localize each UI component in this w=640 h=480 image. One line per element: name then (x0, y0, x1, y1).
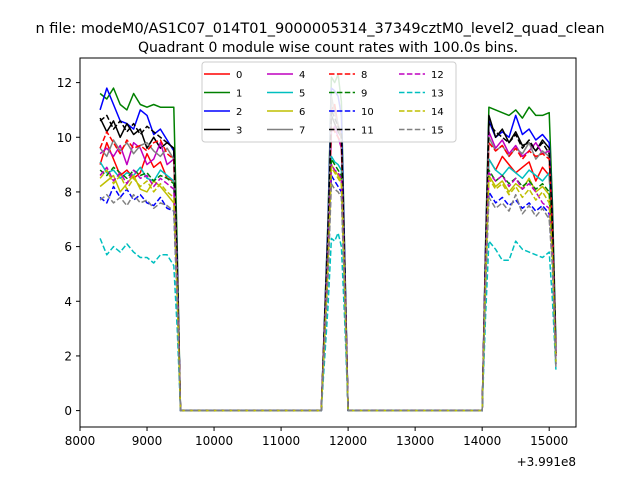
x-tick-label: 12000 (329, 434, 367, 448)
x-offset-label: +3.991e8 (517, 455, 576, 469)
legend-label-6: 6 (299, 107, 305, 118)
x-axis: 8000 9000 10000 11000 12000 13000 14000 15000 (65, 427, 568, 448)
legend-label-4: 4 (299, 70, 305, 81)
legend-label-2: 2 (236, 107, 242, 118)
legend-label-0: 0 (236, 70, 242, 81)
legend-frame (201, 61, 457, 143)
y-tick-label: 10 (57, 131, 72, 145)
legend-label-9: 9 (361, 89, 367, 100)
y-tick-label: 0 (64, 404, 72, 418)
chart-title: Quadrant 0 module wise count rates with … (138, 40, 518, 56)
legend-label-1: 1 (236, 89, 242, 100)
legend-label-12: 12 (431, 70, 444, 81)
legend-label-5: 5 (299, 89, 305, 100)
y-tick-label: 8 (64, 185, 72, 199)
series-line-13 (99, 232, 557, 412)
legend-label-3: 3 (236, 126, 242, 137)
y-tick-label: 12 (57, 76, 72, 90)
series-line-10 (99, 174, 557, 412)
y-tick-label: 2 (64, 349, 72, 363)
figure-suptitle: n file: modeM0/AS1C07_014T01_9000005314_… (35, 21, 604, 37)
series-line-15 (99, 182, 557, 412)
x-tick-label: 10000 (195, 434, 233, 448)
legend-label-11: 11 (361, 126, 374, 137)
series-line-14 (99, 166, 557, 412)
series-line-4 (99, 125, 557, 412)
x-tick-label: 11000 (262, 434, 300, 448)
plot-frame (79, 57, 577, 428)
x-tick-label: 14000 (463, 434, 501, 448)
y-tick-label: 4 (64, 295, 72, 309)
legend-label-14: 14 (431, 107, 444, 118)
y-tick-label: 6 (64, 240, 72, 254)
x-tick-label: 8000 (65, 434, 96, 448)
series-line-12 (99, 163, 557, 412)
legend-label-15: 15 (431, 126, 444, 137)
x-tick-label: 9000 (132, 434, 163, 448)
legend-label-10: 10 (361, 107, 374, 118)
legend-label-7: 7 (299, 126, 305, 137)
series-line-5 (99, 155, 557, 412)
legend-label-8: 8 (361, 70, 367, 81)
series-line-9 (99, 158, 557, 412)
x-tick-label: 13000 (396, 434, 434, 448)
legend-label-13: 13 (431, 89, 444, 100)
x-tick-label: 15000 (530, 434, 568, 448)
y-axis: 0 2 4 6 8 10 12 (57, 76, 80, 418)
